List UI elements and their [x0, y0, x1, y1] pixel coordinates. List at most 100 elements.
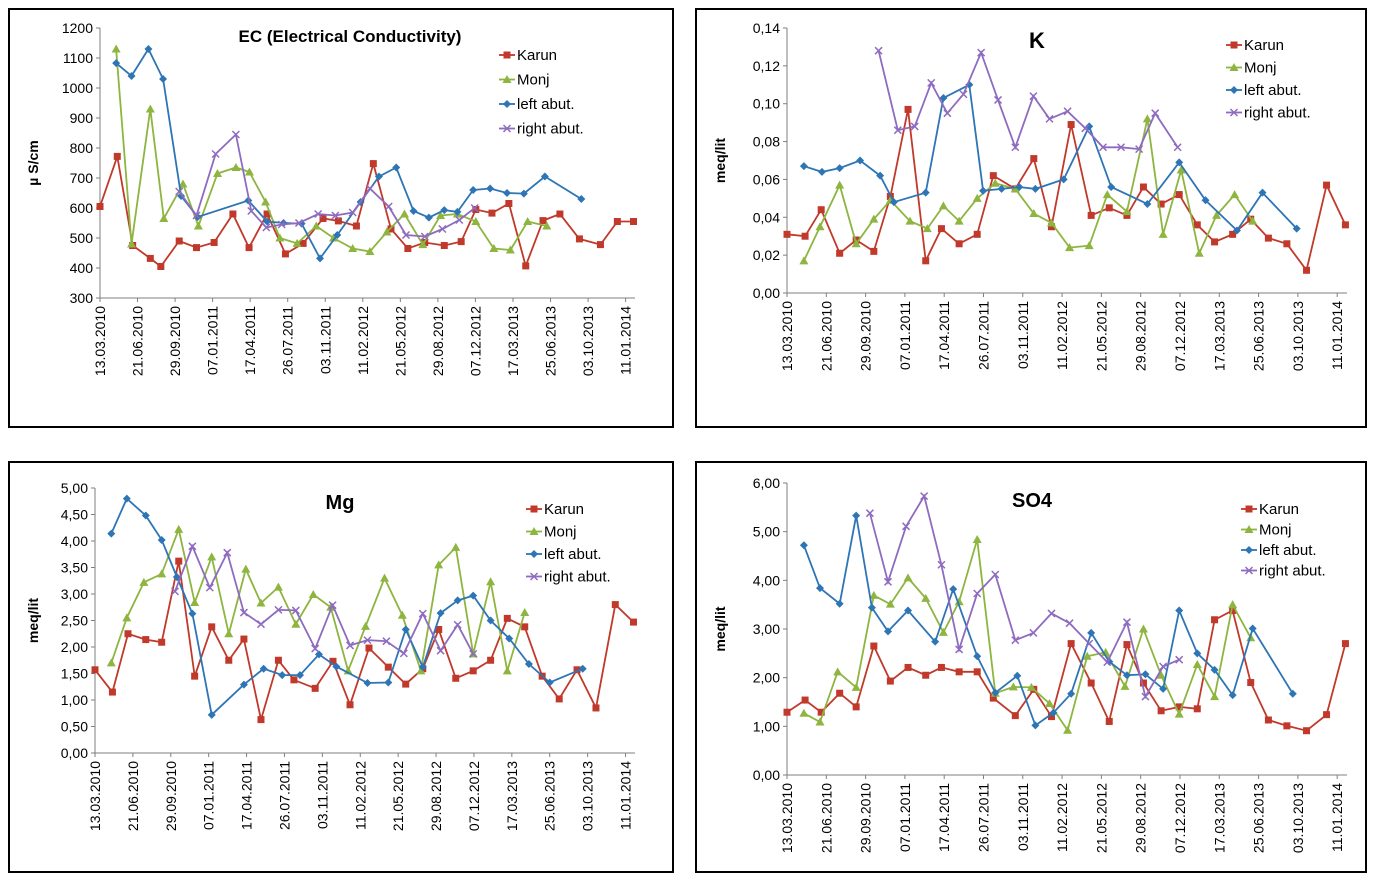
y-tick-label: 0,00 [753, 767, 780, 783]
data-point-leftabut [1258, 188, 1267, 197]
data-point-rightabut [1085, 639, 1094, 648]
data-point-monj [174, 524, 184, 533]
data-point-rightabut [920, 492, 929, 501]
data-point-leftabut [453, 207, 462, 216]
chart-panel-k: 0,00 0,02 0,04 0,06 0,08 0,10 0,12 0,14 13.03.20… [695, 8, 1367, 428]
data-point-monj [1192, 660, 1202, 669]
data-point-monj [502, 666, 512, 675]
data-point-leftabut [1143, 200, 1152, 209]
data-point-leftabut [949, 585, 958, 594]
legend-label: left abut. [1259, 542, 1317, 559]
y-tick-label: 2,00 [753, 670, 780, 686]
data-point-leftabut [112, 59, 121, 68]
data-point-monj [1228, 600, 1238, 609]
series-line-karun [786, 609, 1347, 732]
legend-marker [1229, 63, 1239, 71]
data-point-leftabut [1067, 689, 1076, 698]
data-point-monj [471, 217, 481, 225]
data-point-rightabut [1117, 143, 1126, 152]
x-tick-label: 13.03.2010 [92, 306, 108, 376]
data-point-karun [369, 160, 377, 168]
legend-label: Karun [1244, 37, 1284, 54]
data-point-rightabut [1141, 692, 1150, 701]
data-point-rightabut [239, 608, 248, 617]
legend-item: Karun [526, 501, 584, 518]
data-point-rightabut [418, 609, 427, 618]
data-point-monj [1158, 229, 1168, 238]
series-monj [106, 524, 530, 675]
data-point-karun [922, 257, 930, 265]
x-tick-label: 11.02.2012 [1054, 783, 1070, 852]
data-point-rightabut [348, 208, 357, 217]
x-tick-label: 17.04.2011 [936, 301, 952, 370]
data-point-karun [1139, 183, 1147, 191]
legend-item: Karun [1226, 37, 1284, 54]
data-point-monj [416, 666, 426, 675]
data-point-rightabut [438, 224, 447, 234]
x-tick-label: 29.09.2010 [858, 301, 874, 371]
data-point-karun [989, 172, 997, 180]
data-point-leftabut [939, 94, 948, 103]
data-point-leftabut [1013, 671, 1022, 680]
data-point-monj [292, 238, 302, 247]
chart-ec: 300 400 500 600 700 800 900 1000 1100 1200 13.03.2… [25, 20, 637, 376]
data-point-leftabut [486, 616, 495, 625]
data-point-monj [1176, 165, 1186, 174]
y-tick-label: 900 [70, 110, 94, 126]
legend-item: Monj [1241, 522, 1292, 539]
data-point-monj [1045, 698, 1055, 707]
data-point-karun [1123, 211, 1131, 219]
data-point-karun [1047, 223, 1055, 231]
y-tick-label: 3,00 [753, 621, 780, 637]
data-point-karun [973, 668, 981, 676]
data-point-karun [192, 244, 200, 252]
legend-marker [1244, 525, 1254, 533]
data-point-leftabut [991, 688, 1000, 697]
data-point-karun [329, 657, 337, 665]
data-point-rightabut [247, 206, 256, 216]
data-point-leftabut [1228, 691, 1237, 700]
data-point-karun [457, 238, 465, 246]
data-point-rightabut [256, 620, 266, 629]
data-point-karun [175, 237, 183, 245]
data-point-rightabut [1065, 619, 1074, 628]
x-tick-label: 07.12.2012 [466, 761, 482, 831]
legend-marker [1244, 566, 1254, 575]
data-point-karun [783, 708, 791, 716]
y-tick-label: 400 [70, 260, 94, 276]
x-tick-label: 25.06.2013 [542, 761, 558, 831]
x-tick-label: 07.01.2011 [897, 301, 913, 370]
data-point-monj [1122, 207, 1132, 216]
legend-label: right abut. [1244, 105, 1311, 122]
data-point-monj [329, 233, 339, 242]
data-point-rightabut [365, 184, 374, 193]
legend-marker [529, 527, 539, 535]
x-tick-label: 21.05.2012 [1093, 301, 1109, 371]
data-point-monj [241, 564, 251, 573]
data-point-karun [613, 218, 621, 225]
data-point-karun [1229, 230, 1237, 238]
data-point-karun [801, 696, 809, 704]
data-point-karun [311, 684, 319, 692]
data-point-rightabut [455, 215, 464, 225]
legend-item: left abut. [1226, 82, 1302, 99]
data-point-karun [108, 688, 116, 696]
data-point-karun [801, 232, 809, 240]
data-point-leftabut [1159, 684, 1168, 693]
chart-k: 0,00 0,02 0,04 0,06 0,08 0,10 0,12 0,14 13.03.20… [712, 20, 1349, 371]
data-point-monj [990, 178, 1000, 187]
legend-label: left abut. [517, 96, 575, 113]
y-tick-label: 3,00 [61, 586, 88, 602]
data-point-monj [815, 717, 825, 726]
data-point-karun [229, 210, 237, 218]
data-point-leftabut [1049, 708, 1058, 717]
data-point-monj [1082, 651, 1092, 660]
legend-item: left abut. [499, 96, 575, 113]
legend-item: right abut. [1241, 563, 1326, 580]
data-point-monj [399, 209, 409, 218]
data-point-leftabut [524, 659, 533, 668]
data-point-rightabut [1159, 662, 1168, 671]
legend-label: Monj [1259, 522, 1292, 539]
data-point-monj [273, 582, 283, 591]
data-point-monj [954, 597, 964, 606]
